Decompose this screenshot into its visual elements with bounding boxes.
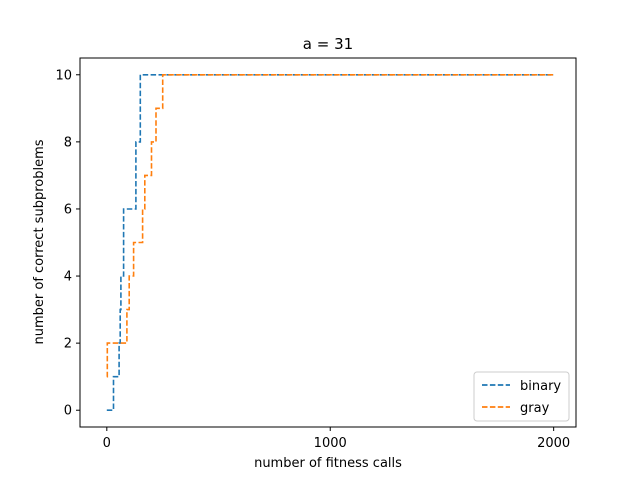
series-line-binary (106, 74, 554, 412)
y-axis-ticks: 0 2 4 6 8 10 (55, 68, 80, 419)
x-tick-label: 0 (103, 436, 111, 451)
y-tick-label: 8 (64, 135, 72, 150)
x-axis-label: number of fitness calls (254, 456, 402, 471)
y-tick-label: 4 (64, 270, 72, 285)
x-axis-ticks: 0 1000 2000 (103, 427, 570, 451)
legend: binary gray (473, 371, 570, 422)
y-tick-label: 10 (55, 68, 72, 83)
y-tick-label: 0 (64, 404, 72, 419)
legend-box (473, 371, 570, 422)
x-tick-label: 1000 (314, 436, 347, 451)
x-tick-label: 2000 (537, 436, 570, 451)
series-line-gray (106, 74, 554, 378)
y-tick-label: 2 (64, 337, 72, 352)
series-layer (106, 74, 554, 412)
legend-label-gray: gray (520, 401, 550, 416)
chart-title: a = 31 (303, 35, 353, 53)
y-axis-label: number of correct subproblems (32, 139, 47, 344)
legend-label-binary: binary (520, 379, 561, 394)
y-tick-label: 6 (64, 202, 72, 217)
plot-frame (79, 57, 577, 428)
plot-area: 0 1000 2000 0 2 4 6 8 10 (55, 57, 577, 451)
